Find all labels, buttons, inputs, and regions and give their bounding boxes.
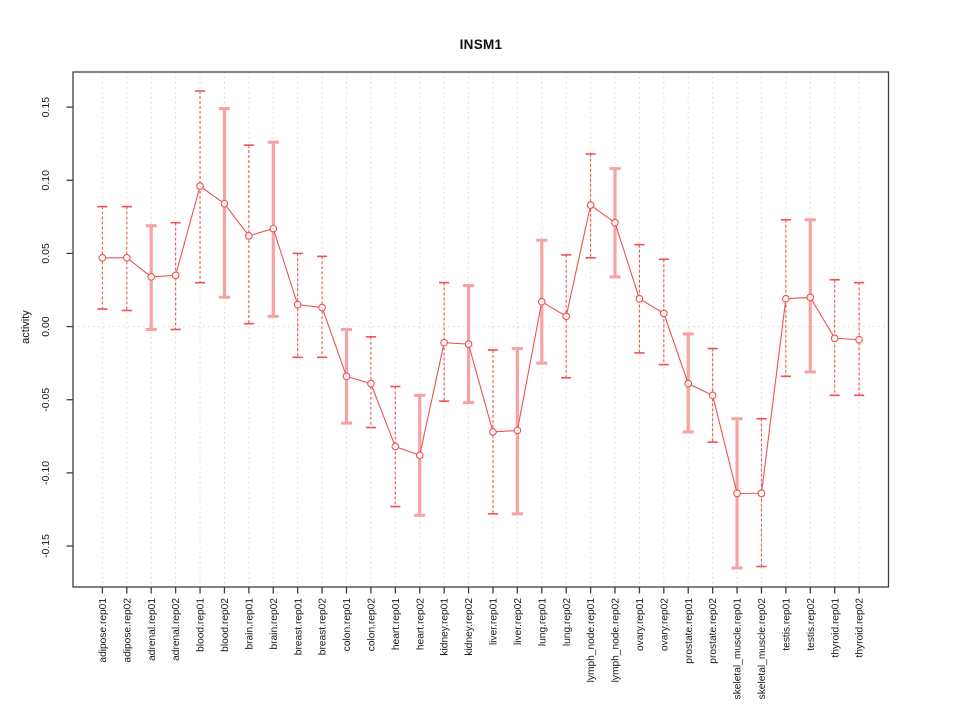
data-point [245, 232, 253, 240]
data-point [635, 294, 644, 303]
data-point [733, 489, 741, 498]
data-point [782, 294, 790, 303]
data-point [293, 300, 302, 309]
x-tick-label: breast.rep02 [318, 598, 329, 656]
x-tick-label: lymph_node.rep02 [611, 598, 622, 683]
x-tick-label: lung.rep01 [537, 598, 548, 646]
x-tick-label: thyroid.rep01 [830, 598, 841, 658]
data-point [391, 442, 400, 451]
data-point [464, 340, 473, 348]
y-tick-label: 0.00 [40, 316, 52, 337]
data-point [757, 489, 766, 498]
data-point [806, 293, 815, 302]
x-tick-label: adipose.rep02 [122, 598, 133, 663]
x-tick-label: colon.rep02 [367, 598, 378, 652]
x-tick-label: thyroid.rep02 [855, 598, 866, 658]
x-tick-label: testis.rep02 [806, 598, 817, 651]
x-tick-label: lymph_node.rep01 [586, 598, 597, 683]
data-point [415, 451, 424, 460]
data-point [830, 334, 839, 343]
data-point [269, 224, 278, 233]
x-tick-label: skeletal_muscle.rep01 [733, 598, 744, 700]
data-point [196, 182, 204, 190]
x-tick-label: blood.rep02 [220, 598, 231, 652]
data-point [659, 309, 668, 318]
data-point [513, 426, 522, 435]
x-tick-label: heart.rep02 [415, 598, 426, 650]
y-tick-label: -0.10 [40, 461, 52, 485]
x-tick-label: skeletal_muscle.rep02 [757, 598, 768, 700]
data-point [342, 372, 351, 381]
y-tick-label: 0.05 [40, 243, 52, 264]
x-tick-label: liver.rep01 [489, 598, 500, 645]
data-point [586, 201, 595, 209]
data-point [708, 391, 717, 400]
x-tick-label: testis.rep01 [781, 598, 792, 651]
x-tick-label: liver.rep02 [513, 598, 524, 645]
data-point [318, 303, 326, 312]
x-tick-label: prostate.rep02 [708, 598, 719, 664]
data-point [220, 199, 229, 208]
data-point [611, 218, 619, 227]
data-point [98, 253, 107, 262]
x-tick-label: kidney.rep02 [464, 598, 475, 656]
x-tick-label: lung.rep02 [562, 598, 573, 646]
chart-title: INSM1 [459, 37, 503, 52]
data-point [537, 297, 546, 306]
data-point [122, 253, 131, 262]
y-tick-label: 0.15 [40, 97, 52, 118]
y-tick-label: -0.05 [40, 388, 52, 412]
x-tick-label: heart.rep01 [391, 598, 402, 650]
x-tick-label: ovary.rep01 [635, 598, 646, 651]
data-point [147, 272, 156, 281]
x-tick-label: blood.rep01 [196, 598, 207, 652]
x-tick-label: colon.rep01 [342, 598, 353, 652]
data-point [562, 312, 571, 321]
y-axis-label: activity [20, 310, 32, 344]
data-point [171, 271, 180, 280]
x-tick-label: adipose.rep01 [98, 598, 109, 663]
x-tick-label: ovary.rep02 [659, 598, 670, 651]
series-line [102, 185, 860, 494]
data-point [489, 428, 497, 436]
x-tick-label: breast.rep01 [293, 598, 304, 656]
plot-border [72, 71, 890, 588]
x-tick-label: kidney.rep01 [440, 598, 451, 656]
data-point [684, 379, 693, 388]
y-tick-label: -0.15 [40, 534, 52, 558]
x-tick-label: adrenal.rep02 [171, 598, 182, 661]
x-tick-label: brain.rep02 [269, 598, 280, 650]
x-tick-label: brain.rep01 [244, 598, 255, 650]
data-point [440, 338, 448, 347]
data-point [855, 335, 863, 344]
x-tick-label: adrenal.rep01 [147, 598, 158, 661]
x-tick-label: prostate.rep01 [684, 598, 695, 664]
y-tick-label: 0.10 [40, 170, 52, 191]
data-point [367, 379, 375, 388]
